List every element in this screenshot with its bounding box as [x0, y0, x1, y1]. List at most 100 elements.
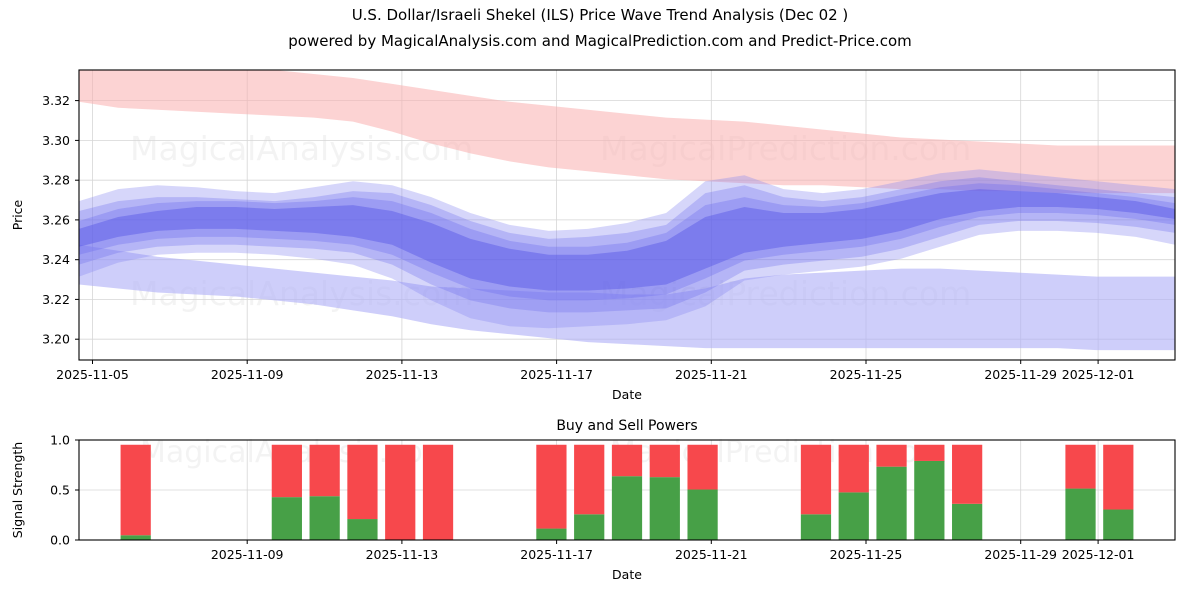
- signal-ytick-label: 0.5: [50, 482, 70, 497]
- buy-sell-y-axis: 0.0 0.5 1.0 Signal Strength: [10, 432, 79, 547]
- price-xtick-label: 2025-11-05: [56, 367, 129, 382]
- price-xtick-label: 2025-11-09: [211, 367, 284, 382]
- sell-power-bar: [536, 444, 567, 529]
- signal-bar: [838, 444, 869, 540]
- sell-power-bar: [1103, 444, 1134, 510]
- signal-bar: [914, 444, 945, 540]
- sell-power-bar: [800, 444, 832, 515]
- buy-power-bar: [876, 466, 907, 540]
- signal-bar: [876, 444, 907, 540]
- signal-bar: [271, 444, 302, 540]
- buy-power-bar: [309, 496, 340, 540]
- price-ytick-label: 3.20: [42, 332, 70, 347]
- price-band: [79, 183, 1175, 301]
- sell-power-bar: [1065, 444, 1096, 489]
- buy-sell-bar-group: [120, 444, 1134, 540]
- price-xtick-label: 2025-11-17: [520, 367, 593, 382]
- buy-power-bar: [536, 528, 567, 540]
- sell-power-bar: [347, 444, 378, 520]
- signal-bar: [347, 444, 378, 540]
- signal-bar: [422, 444, 454, 540]
- sell-power-bar: [120, 444, 151, 536]
- signal-bar: [952, 444, 983, 540]
- buy-power-bar: [952, 503, 983, 540]
- price-xtick-label: 2025-11-25: [830, 367, 903, 382]
- price-wave-bands: [79, 70, 1175, 351]
- price-band: [79, 177, 1175, 313]
- signal-bar: [536, 444, 567, 540]
- buy-power-bar: [914, 460, 945, 540]
- sell-power-bar: [422, 444, 454, 540]
- buy-sell-title: Buy and Sell Powers: [556, 418, 697, 434]
- signal-xtick-label: 2025-12-01: [1062, 547, 1135, 562]
- signal-bar: [1065, 444, 1096, 540]
- buy-sell-axes: Buy and Sell Powers MagicalAnalysis.com …: [10, 418, 1176, 582]
- price-ytick-label: 3.32: [42, 93, 70, 108]
- price-axes-frame: [78, 69, 1176, 361]
- signal-bar: [120, 444, 151, 540]
- figure-title: U.S. Dollar/Israeli Shekel (ILS) Price W…: [352, 6, 849, 24]
- price-ytick-label: 3.30: [42, 133, 70, 148]
- sell-power-bar: [271, 444, 302, 498]
- signal-bar: [611, 444, 643, 540]
- signal-bar: [800, 444, 832, 540]
- sell-power-bar: [611, 444, 643, 477]
- price-xtick-label: 2025-12-01: [1062, 367, 1135, 382]
- sell-power-bar: [952, 444, 983, 504]
- price-y-axis: 3.20 3.22 3.24 3.26 3.28 3.30 3.32 Price: [10, 93, 79, 347]
- price-ytick-label: 3.22: [42, 292, 70, 307]
- price-wave-axes: MagicalAnalysis.com MagicalPrediction.co…: [10, 69, 1176, 402]
- signal-bar: [309, 444, 340, 540]
- sell-power-bar: [876, 444, 907, 467]
- price-x-axis: 2025-11-05 2025-11-09 2025-11-13 2025-11…: [56, 360, 1134, 402]
- buy-sell-x-axis: 2025-11-09 2025-11-13 2025-11-17 2025-11…: [211, 540, 1135, 582]
- price-x-axis-label: Date: [612, 387, 642, 402]
- price-xtick-label: 2025-11-29: [984, 367, 1057, 382]
- buy-power-bar: [271, 497, 302, 540]
- signal-xtick-label: 2025-11-17: [520, 547, 593, 562]
- signal-x-axis-label: Date: [612, 567, 642, 582]
- sell-power-bar: [649, 444, 680, 478]
- buy-power-bar: [649, 477, 680, 540]
- buy-power-bar: [1103, 509, 1134, 540]
- buy-power-bar: [800, 514, 832, 540]
- buy-power-bar: [574, 514, 605, 540]
- signal-xtick-label: 2025-11-29: [984, 547, 1057, 562]
- signal-bar: [687, 444, 718, 540]
- price-ytick-label: 3.24: [42, 252, 70, 267]
- signal-xtick-label: 2025-11-21: [675, 547, 748, 562]
- buy-power-bar: [687, 489, 718, 540]
- price-ytick-label: 3.28: [42, 173, 70, 188]
- price-xtick-label: 2025-11-13: [366, 367, 439, 382]
- price-band: [79, 189, 1175, 291]
- signal-y-axis-label: Signal Strength: [10, 442, 25, 538]
- signal-bar: [1103, 444, 1134, 540]
- buy-power-bar: [1065, 488, 1096, 540]
- price-ytick-label: 3.26: [42, 212, 70, 227]
- signal-xtick-label: 2025-11-09: [211, 547, 284, 562]
- signal-xtick-label: 2025-11-13: [366, 547, 439, 562]
- sell-power-bar: [309, 444, 340, 497]
- sell-power-bar: [838, 444, 869, 493]
- price-y-axis-label: Price: [10, 199, 25, 230]
- sell-power-bar: [385, 444, 416, 540]
- price-band: [79, 169, 1175, 329]
- buy-power-bar: [611, 476, 643, 540]
- sell-power-bar: [687, 444, 718, 490]
- signal-bar: [574, 444, 605, 540]
- buy-power-bar: [120, 535, 151, 540]
- sell-power-bar: [914, 444, 945, 461]
- signal-xtick-label: 2025-11-25: [830, 547, 903, 562]
- buy-power-bar: [838, 492, 869, 540]
- signal-ytick-label: 1.0: [50, 432, 70, 447]
- price-band: [79, 244, 1175, 351]
- price-band: [79, 70, 1175, 194]
- signal-bar: [385, 444, 416, 540]
- sell-power-bar: [574, 444, 605, 515]
- signal-bar: [649, 444, 680, 540]
- signal-ytick-label: 0.0: [50, 532, 70, 547]
- figure-subtitle: powered by MagicalAnalysis.com and Magic…: [288, 32, 912, 50]
- buy-power-bar: [347, 519, 378, 540]
